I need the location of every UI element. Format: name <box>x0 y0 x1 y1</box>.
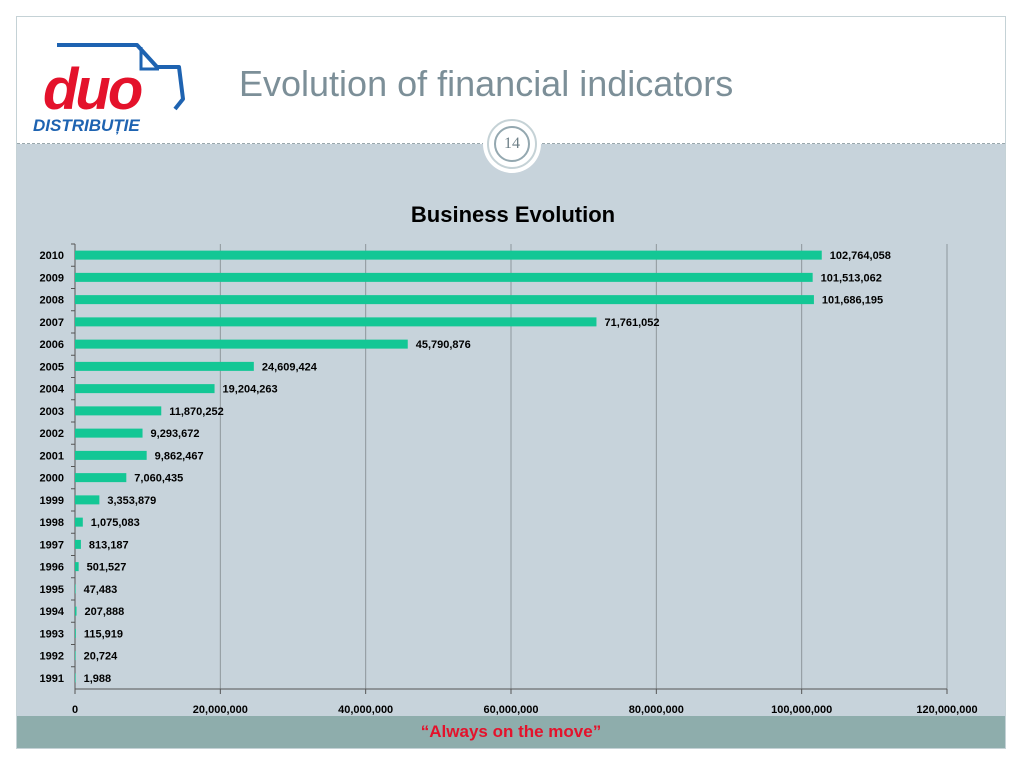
y-tick-label: 2008 <box>40 295 64 307</box>
bar <box>75 272 813 282</box>
bar <box>75 384 215 394</box>
x-tick-label: 0 <box>72 704 78 716</box>
y-tick-label: 2006 <box>40 339 64 351</box>
chart-grid <box>219 244 948 689</box>
data-label: 1,075,083 <box>91 517 140 529</box>
y-tick-label: 2002 <box>40 428 64 440</box>
data-label: 102,764,058 <box>830 250 891 262</box>
data-label: 9,293,672 <box>151 428 200 440</box>
y-tick-label: 1994 <box>40 606 65 618</box>
data-label: 115,919 <box>84 628 123 640</box>
chart-title: Business Evolution <box>411 202 615 227</box>
footer-bar: “Always on the move” <box>17 716 1005 748</box>
page-number-badge: 14 <box>487 119 537 169</box>
y-tick-label: 2001 <box>40 450 64 462</box>
x-tick-label: 120,000,000 <box>916 704 977 716</box>
chart-area: Business Evolution 0 20,000,000 40,000,000… <box>17 144 1005 716</box>
data-label: 47,483 <box>84 584 118 596</box>
x-tick-label: 80,000,000 <box>629 704 684 716</box>
chart-axes: 0 20,000,000 40,000,000 60,000,000 80,000,00… <box>71 243 978 716</box>
duo-distributie-logo: duo DISTRIBUȚIE <box>33 43 185 135</box>
y-tick-label: 1996 <box>40 562 64 574</box>
bar <box>75 539 81 549</box>
data-label: 19,204,263 <box>223 384 278 396</box>
bar <box>75 361 254 371</box>
chart-labels: 2010 102,764,058 2009 101,513,062 2008 101,68… <box>40 250 891 685</box>
page-title: Evolution of financial indicators <box>239 63 734 104</box>
bar <box>75 651 76 661</box>
logo-sub-text: DISTRIBUȚIE <box>33 116 140 135</box>
y-tick-label: 1992 <box>40 651 64 663</box>
data-label: 3,353,879 <box>107 495 156 507</box>
y-tick-label: 2010 <box>40 250 64 262</box>
slide-frame: duo DISTRIBUȚIE Evolution of financial i… <box>16 16 1006 749</box>
y-tick-label: 1997 <box>40 539 64 551</box>
y-tick-label: 1998 <box>40 517 64 529</box>
business-evolution-chart: Business Evolution 0 20,000,000 40,000,000… <box>40 202 978 716</box>
y-tick-label: 2000 <box>40 473 64 485</box>
bar <box>75 339 408 349</box>
bar <box>75 495 100 505</box>
page-number: 14 <box>494 126 530 162</box>
x-tick-label: 100,000,000 <box>771 704 832 716</box>
bar <box>75 517 83 527</box>
bar <box>75 584 76 594</box>
y-tick-label: 1991 <box>40 673 64 685</box>
x-tick-label: 40,000,000 <box>338 704 393 716</box>
data-label: 20,724 <box>84 651 119 663</box>
data-label: 207,888 <box>85 606 125 618</box>
data-label: 7,060,435 <box>134 473 183 485</box>
data-label: 501,527 <box>87 562 127 574</box>
y-tick-label: 1993 <box>40 628 64 640</box>
bar <box>75 628 76 638</box>
bar <box>75 473 127 483</box>
y-tick-label: 2007 <box>40 317 64 329</box>
x-tick-label: 60,000,000 <box>483 704 538 716</box>
data-label: 11,870,252 <box>169 406 223 418</box>
y-tick-label: 1995 <box>40 584 64 596</box>
data-label: 45,790,876 <box>416 339 471 351</box>
bar <box>75 317 597 327</box>
data-label: 813,187 <box>89 539 129 551</box>
data-label: 9,862,467 <box>155 450 204 462</box>
data-label: 1,988 <box>84 673 112 685</box>
bar <box>75 295 814 305</box>
bar <box>75 450 147 460</box>
bar <box>75 428 143 438</box>
x-tick-label: 20,000,000 <box>193 704 248 716</box>
chart-bars <box>75 250 822 683</box>
y-tick-label: 2005 <box>40 361 64 373</box>
y-tick-label: 2004 <box>40 384 65 396</box>
bar <box>75 562 79 572</box>
footer-slogan: “Always on the move” <box>420 722 602 741</box>
data-label: 71,761,052 <box>604 317 659 329</box>
bar <box>75 250 822 260</box>
bar <box>75 606 77 616</box>
y-tick-label: 2009 <box>40 272 64 284</box>
y-tick-label: 1999 <box>40 495 64 507</box>
data-label: 101,513,062 <box>821 272 882 284</box>
bar <box>75 673 76 683</box>
logo-main-text: duo <box>43 57 142 122</box>
data-label: 101,686,195 <box>822 295 883 307</box>
data-label: 24,609,424 <box>262 361 318 373</box>
bar <box>75 406 162 416</box>
y-tick-label: 2003 <box>40 406 64 418</box>
